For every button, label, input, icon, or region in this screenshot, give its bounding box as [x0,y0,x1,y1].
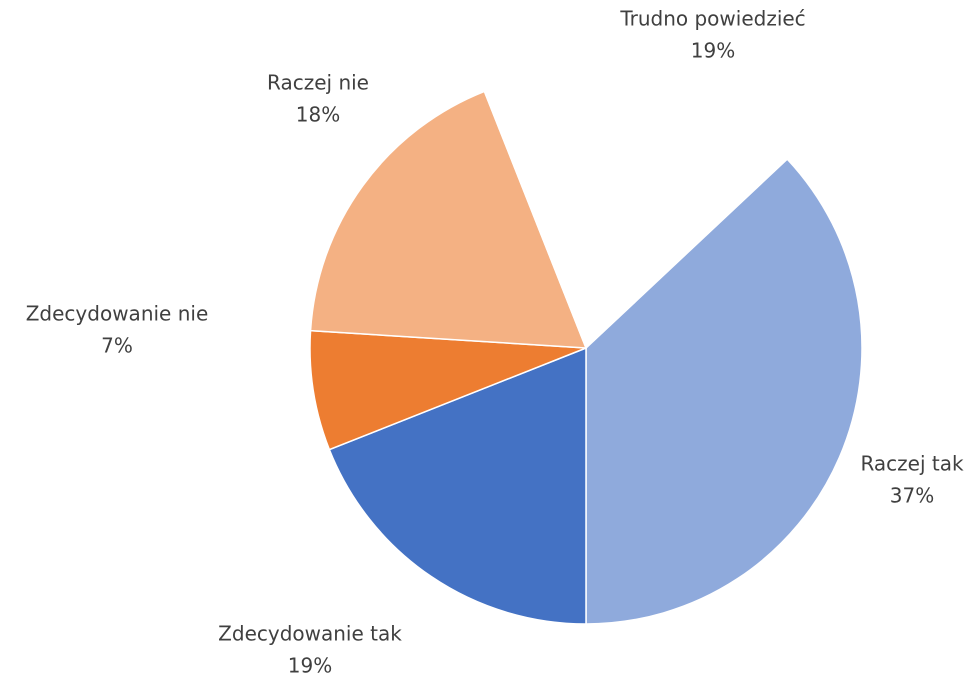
slice-value-label: 19% [691,39,735,63]
pie-slice [483,71,789,350]
pie-slice [309,329,587,451]
slice-value-label: 19% [288,654,332,675]
slice-value-label: 18% [296,103,340,127]
slice-value-label: 37% [890,484,934,508]
slice-label: Zdecydowanie nie [26,302,209,326]
pie-slice [309,90,588,349]
slice-label: Trudno powiedzieć [619,7,805,31]
pie-slice [585,158,863,625]
slice-label: Raczej tak [860,452,964,476]
slice-label: Zdecydowanie tak [218,622,402,646]
slice-value-label: 7% [101,334,133,358]
pie-slice [328,346,587,625]
slice-label: Raczej nie [267,71,369,95]
